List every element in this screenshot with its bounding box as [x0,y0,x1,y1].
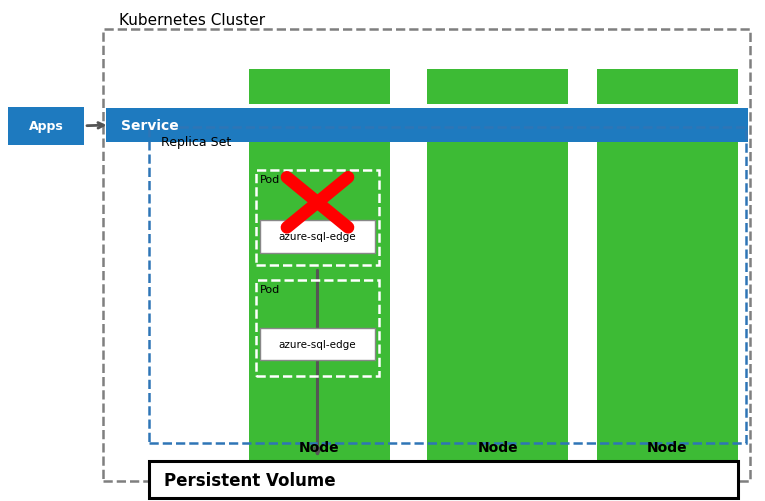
Text: Node: Node [477,440,518,454]
Bar [427,123,568,468]
Text: Node: Node [299,440,340,454]
Bar [149,128,746,443]
Text: azure-sql-edge: azure-sql-edge [278,232,356,241]
Bar [8,108,84,145]
Bar [149,461,738,498]
Bar [427,70,568,105]
Text: Node: Node [647,440,688,454]
Text: Service: Service [121,119,178,133]
Bar [260,328,375,361]
Text: azure-sql-edge: azure-sql-edge [278,340,356,349]
Bar [249,70,390,105]
Bar [597,123,738,468]
Bar [103,30,750,481]
Bar [260,220,375,253]
Text: Persistent Volume: Persistent Volume [164,471,336,488]
Text: Pod: Pod [260,174,280,184]
Text: Apps: Apps [28,120,63,133]
Bar [249,123,390,468]
Bar [106,109,748,143]
Bar [256,170,379,266]
Bar [597,70,738,105]
Bar [256,281,379,376]
Text: Replica Set: Replica Set [161,135,231,148]
Text: Pod: Pod [260,285,280,295]
Text: Kubernetes Cluster: Kubernetes Cluster [119,13,265,28]
